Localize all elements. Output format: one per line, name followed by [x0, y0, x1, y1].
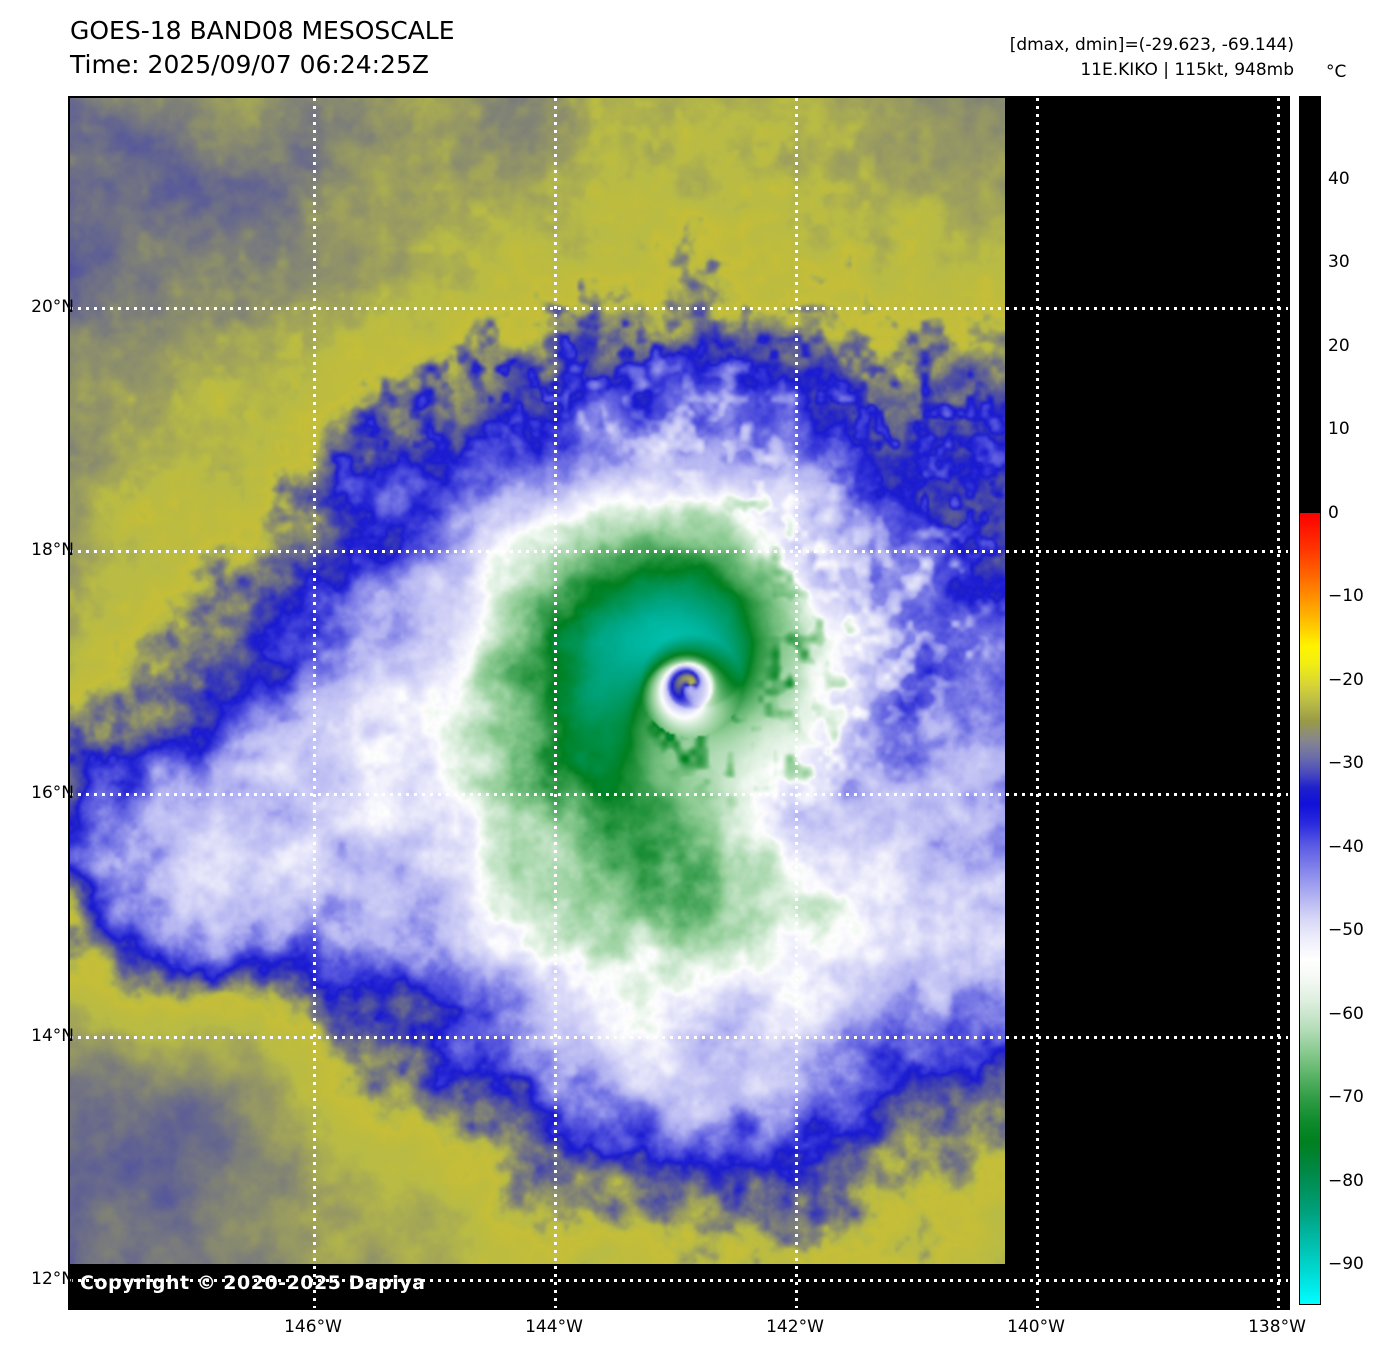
xtick-label-0: 146°W	[284, 1317, 342, 1337]
colorbar-tick-4: 0	[1328, 503, 1339, 523]
storm-info-label: 11E.KIKO | 115kt, 948mb	[1080, 59, 1294, 80]
ytick-label-2: 16°N	[31, 783, 74, 803]
gridline-lon-142w	[795, 98, 798, 1308]
colorbar-tick-7: −30	[1328, 753, 1364, 773]
metadata-block: [dmax, dmin]=(-29.623, -69.144) 11E.KIKO…	[1010, 33, 1294, 82]
ytick-label-4: 12°N	[31, 1269, 74, 1289]
colorbar-tick-10: −60	[1328, 1004, 1364, 1024]
colorbar-gradient	[1299, 96, 1321, 1305]
colorbar-unit-label: °C	[1326, 62, 1347, 82]
colorbar-tick-11: −70	[1328, 1087, 1364, 1107]
copyright-label: Copyright © 2020-2025 Dapiya	[80, 1272, 426, 1294]
gridline-lat-20n	[70, 307, 1288, 310]
colorbar-tick-8: −40	[1328, 837, 1364, 857]
gridline-lat-14n	[70, 1036, 1288, 1039]
product-title: GOES-18 BAND08 MESOSCALE	[70, 16, 455, 45]
colorbar-tick-1: 30	[1328, 252, 1350, 272]
ytick-label-1: 18°N	[31, 540, 74, 560]
timestamp-label: Time: 2025/09/07 06:24:25Z	[70, 49, 429, 79]
ytick-label-0: 20°N	[31, 297, 74, 317]
data-minmax-label: [dmax, dmin]=(-29.623, -69.144)	[1009, 35, 1294, 55]
colorbar-tick-3: 10	[1328, 419, 1350, 439]
gridline-lon-140w	[1036, 98, 1039, 1308]
satellite-imagery-canvas	[70, 98, 1005, 1264]
xtick-label-4: 138°W	[1248, 1317, 1306, 1337]
gridline-lat-12n	[70, 1279, 1288, 1282]
gridline-lon-138w	[1277, 98, 1280, 1308]
gridline-lon-146w	[313, 98, 316, 1308]
colorbar-tick-12: −80	[1328, 1171, 1364, 1191]
ytick-label-3: 14°N	[31, 1026, 74, 1046]
gridline-lat-16n	[70, 793, 1288, 796]
colorbar-tick-0: 40	[1328, 169, 1350, 189]
colorbar-tick-13: −90	[1328, 1254, 1364, 1274]
page-title: GOES-18 BAND08 MESOSCALE Time: 2025/09/0…	[70, 14, 455, 81]
gridline-lon-144w	[554, 98, 557, 1308]
colorbar-tick-5: −10	[1328, 586, 1364, 606]
xtick-label-1: 144°W	[525, 1317, 583, 1337]
xtick-label-2: 142°W	[766, 1317, 824, 1337]
satellite-image-plot: Copyright © 2020-2025 Dapiya	[68, 96, 1290, 1310]
colorbar-tick-6: −20	[1328, 670, 1364, 690]
colorbar-tick-2: 20	[1328, 336, 1350, 356]
gridline-lat-18n	[70, 550, 1288, 553]
xtick-label-3: 140°W	[1007, 1317, 1065, 1337]
temperature-colorbar	[1299, 96, 1321, 1305]
colorbar-tick-9: −50	[1328, 920, 1364, 940]
